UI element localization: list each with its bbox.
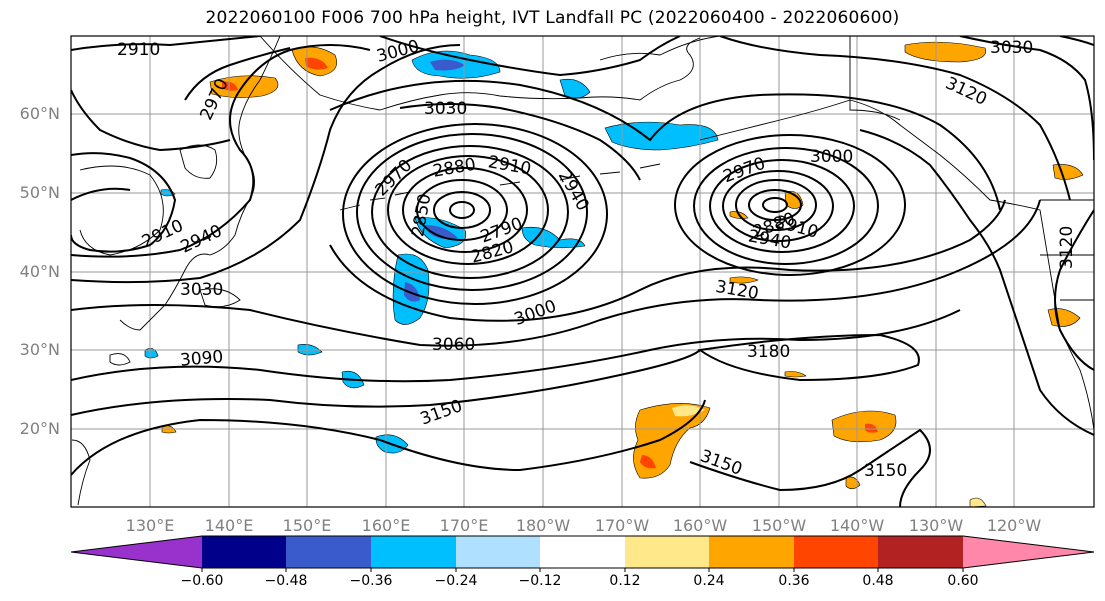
contour-label: 2820 <box>469 237 516 268</box>
colorbar-segment <box>794 536 878 568</box>
contour-label: 3150 <box>864 461 907 481</box>
lon-label: 160°W <box>672 516 728 535</box>
colorbar-segment <box>286 536 371 568</box>
colorbar-extend-left <box>71 536 202 568</box>
lat-label: 20°N <box>19 419 60 438</box>
lon-label: 180°W <box>515 516 571 535</box>
colorbar-tick-label: 0.24 <box>693 573 725 589</box>
contour-label: 2910 <box>117 40 160 60</box>
colorbar-tick-label: 0.12 <box>609 573 641 589</box>
lon-label: 140°E <box>204 516 254 535</box>
colorbar-segment <box>540 536 625 568</box>
colorbar-tick-label: −0.12 <box>518 573 562 589</box>
lat-label: 30°N <box>19 340 60 359</box>
colorbar-tick-label: −0.48 <box>264 573 308 589</box>
colorbar-extend-right <box>963 536 1094 568</box>
colorbar-tick-label: 0.60 <box>947 573 979 589</box>
colorbar-segment <box>371 536 456 568</box>
colorbar-tick-label: −0.60 <box>180 573 224 589</box>
contour-label: 2940 <box>178 221 226 257</box>
contour-label: 2970 <box>372 156 417 201</box>
map-title: 2022060100 F006 700 hPa height, IVT Land… <box>205 8 900 28</box>
contour-label: 3060 <box>432 335 475 355</box>
lon-label: 150°W <box>751 516 807 535</box>
contour-label: 3120 <box>942 73 990 109</box>
lat-label: 50°N <box>19 183 60 202</box>
lon-label: 160°E <box>361 516 411 535</box>
colorbar-segment <box>878 536 963 568</box>
colorbar-tick-label: 0.48 <box>862 573 894 589</box>
contour-label: 3030 <box>990 38 1033 58</box>
colorbar-segment <box>709 536 794 568</box>
graticule <box>71 36 1094 507</box>
lon-label: 140°W <box>829 516 885 535</box>
lon-label: 120°W <box>986 516 1042 535</box>
lon-label: 130°W <box>908 516 964 535</box>
colorbar <box>70 535 1095 572</box>
contour-label: 2910 <box>487 152 533 179</box>
colorbar-tick-label: 0.36 <box>778 573 810 589</box>
contour-label: 3150 <box>697 446 744 480</box>
lat-label: 60°N <box>19 104 60 123</box>
contour-label: 3000 <box>810 147 853 167</box>
contour-label: 3090 <box>179 347 224 371</box>
contour-label-group: 2910 2970 3000 3030 3030 2970 2880 2910 … <box>117 36 1077 481</box>
colorbar-tick-label: −0.24 <box>434 573 478 589</box>
lat-label: 40°N <box>19 262 60 281</box>
contour-label: 3030 <box>424 99 467 119</box>
colorbar-tick-label: −0.36 <box>349 573 393 589</box>
lon-label: 150°E <box>282 516 332 535</box>
contour-label: 3120 <box>1057 226 1077 269</box>
contour-label: 3180 <box>747 342 790 362</box>
contour-label: 3000 <box>512 296 559 330</box>
map-frame <box>70 35 1095 508</box>
contour-label: 3150 <box>418 396 465 430</box>
lon-label: 170°E <box>439 516 489 535</box>
colorbar-segment <box>456 536 540 568</box>
coastlines <box>71 36 1094 506</box>
contour-label: 2970 <box>196 76 232 124</box>
lon-label: 170°W <box>594 516 650 535</box>
height-contours <box>71 36 1094 507</box>
contour-label: 2940 <box>554 167 593 214</box>
contour-label: 3030 <box>180 280 223 300</box>
colorbar-segment <box>625 536 709 568</box>
colorbar-segment <box>202 536 286 568</box>
ivt-positive-shading <box>161 41 1084 507</box>
lon-label: 130°E <box>125 516 175 535</box>
